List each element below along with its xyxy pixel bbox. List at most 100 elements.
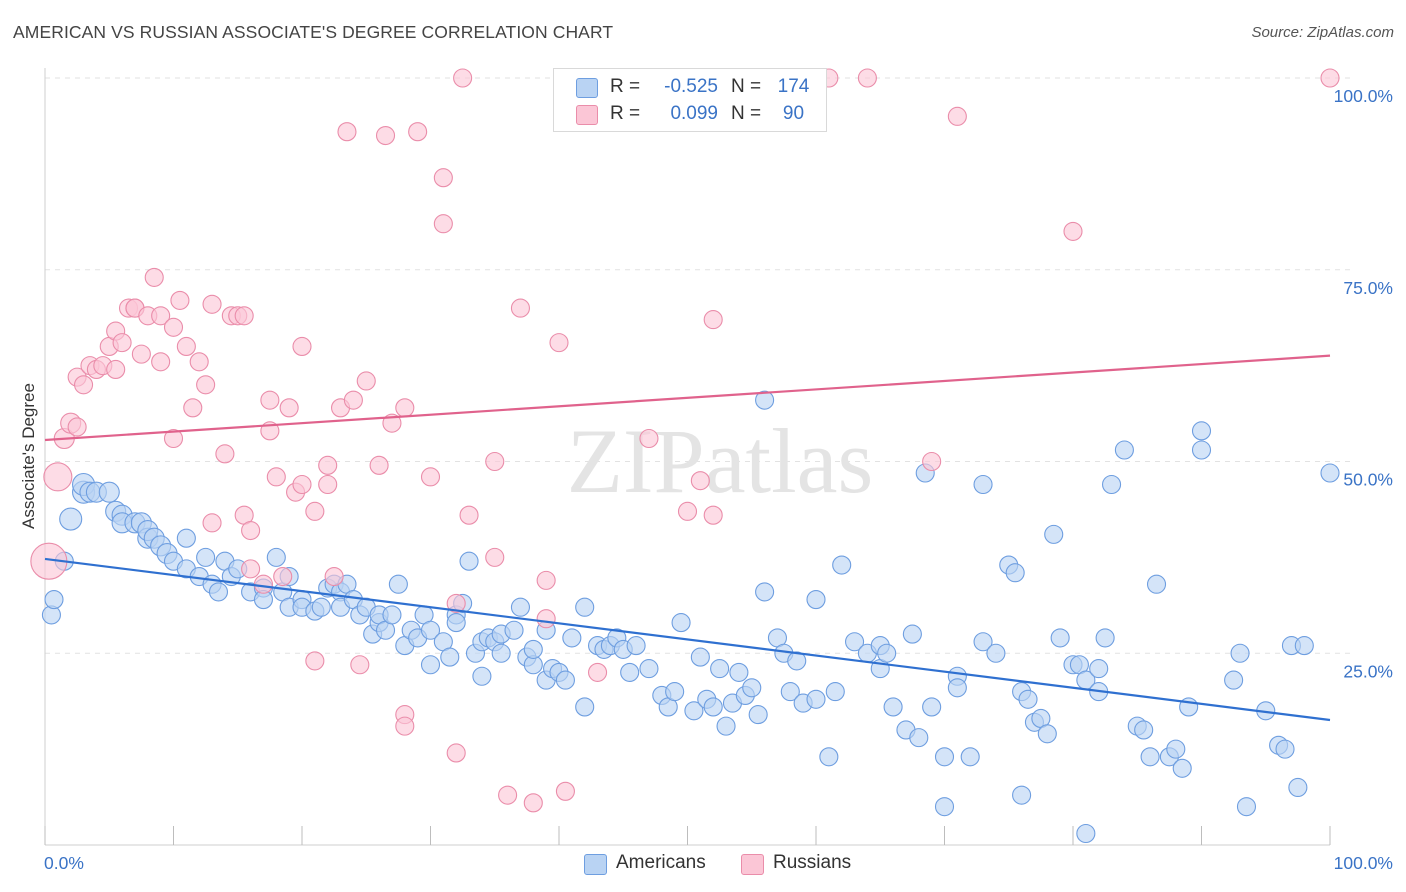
american-point — [729, 662, 749, 682]
american-point — [710, 659, 730, 679]
american-point — [575, 697, 595, 717]
chart-source: Source: ZipAtlas.com — [1251, 24, 1394, 41]
american-point — [819, 747, 839, 767]
r-label: R = — [610, 103, 641, 124]
american-point — [1320, 463, 1340, 483]
russian-point — [356, 371, 376, 391]
russian-point — [549, 333, 569, 353]
american-point — [703, 697, 723, 717]
russian-point — [446, 743, 466, 763]
american-point — [472, 666, 492, 686]
american-point — [934, 747, 955, 767]
american-point — [1191, 440, 1212, 460]
russian-point — [241, 520, 261, 541]
russians-swatch — [576, 105, 598, 125]
russian-point — [408, 122, 428, 142]
american-point — [1146, 574, 1167, 594]
r-label: R = — [610, 76, 641, 97]
american-point — [1114, 440, 1134, 460]
x-tick-label: 100.0% — [1334, 853, 1393, 873]
russian-point — [305, 651, 325, 671]
american-point — [883, 697, 903, 717]
americans-swatch — [576, 78, 598, 98]
american-point — [909, 728, 929, 748]
y-tick-label: 50.0% — [1343, 470, 1393, 490]
american-point — [575, 597, 595, 617]
american-point — [716, 716, 736, 736]
americans-trend-line — [44, 557, 1331, 722]
american-point — [446, 613, 466, 633]
russian-point — [420, 467, 441, 487]
russian-point — [151, 352, 171, 372]
russian-point — [350, 655, 370, 675]
american-point — [1050, 628, 1070, 648]
russian-point — [260, 390, 280, 410]
russian-point — [279, 398, 299, 418]
russian-point — [523, 793, 543, 813]
american-point — [98, 481, 120, 503]
russian-point — [536, 609, 556, 629]
american-point — [1236, 797, 1257, 817]
russian-point — [273, 566, 293, 587]
american-point — [266, 547, 286, 567]
russian-point — [382, 413, 402, 433]
russian-point — [1063, 221, 1083, 241]
american-point — [922, 697, 942, 717]
american-point — [902, 624, 922, 644]
american-point — [1037, 724, 1057, 744]
r-value: -0.525 — [664, 76, 718, 97]
american-point — [440, 647, 460, 667]
russian-point — [151, 306, 171, 326]
american-point — [1018, 689, 1038, 709]
russian-point — [144, 267, 164, 287]
russian-point — [163, 428, 184, 449]
american-point — [973, 632, 993, 652]
russian-point — [510, 298, 531, 318]
russian-point — [446, 593, 466, 613]
american-point — [1172, 758, 1192, 778]
russian-point — [677, 501, 698, 521]
american-point — [420, 655, 441, 675]
russian-point — [343, 390, 363, 410]
russians-trend-line — [44, 354, 1331, 442]
american-point — [1230, 643, 1250, 663]
american-point — [626, 636, 646, 656]
american-point — [382, 605, 402, 625]
russian-point — [202, 513, 222, 533]
russian-point — [587, 662, 608, 682]
n-value: 174 — [777, 76, 810, 97]
american-point — [555, 670, 575, 690]
y-tick-label: 75.0% — [1343, 278, 1393, 298]
russian-point — [67, 417, 87, 437]
american-point — [1076, 823, 1096, 844]
american-point — [1134, 720, 1154, 740]
russian-point — [305, 501, 325, 521]
american-point — [196, 547, 216, 567]
russian-point — [176, 336, 196, 357]
russians-legend-swatch — [741, 854, 764, 875]
n-label: N = — [731, 76, 762, 97]
american-point — [1275, 739, 1295, 759]
russian-point — [639, 428, 659, 449]
russian-point — [253, 574, 274, 594]
american-point — [787, 651, 807, 671]
american-point — [960, 747, 980, 767]
russian-point — [292, 474, 312, 495]
russian-point — [498, 785, 518, 805]
american-point — [44, 590, 64, 610]
watermark: ZIPatlas — [567, 410, 874, 512]
n-label: N = — [731, 103, 762, 124]
american-point — [825, 682, 845, 702]
american-point — [844, 632, 865, 652]
russian-point — [215, 444, 235, 464]
russian-point — [43, 462, 73, 492]
russian-point — [555, 781, 575, 801]
american-point — [1012, 785, 1032, 805]
american-point — [1140, 747, 1160, 767]
russian-point — [163, 317, 184, 337]
y-axis-label: Associate's Degree — [19, 383, 38, 529]
american-point — [755, 582, 775, 602]
russian-point — [703, 310, 723, 330]
american-point — [806, 590, 826, 610]
